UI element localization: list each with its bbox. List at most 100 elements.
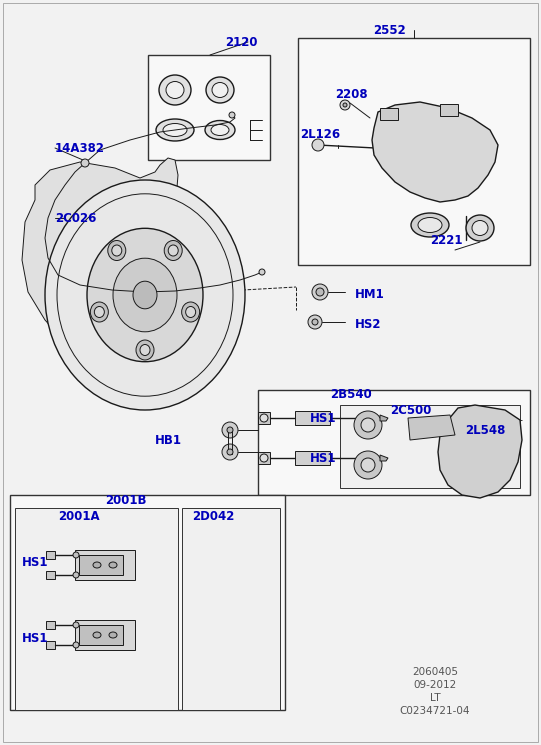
Circle shape: [312, 319, 318, 325]
Polygon shape: [380, 455, 388, 461]
Text: 2208: 2208: [335, 89, 368, 101]
Circle shape: [73, 572, 79, 578]
Text: HS2: HS2: [355, 319, 381, 332]
Circle shape: [361, 418, 375, 432]
Circle shape: [222, 422, 238, 438]
Bar: [148, 55, 270, 160]
Circle shape: [260, 414, 268, 422]
Bar: [258, 412, 270, 424]
Bar: [228, 428, 232, 454]
Bar: [46, 621, 55, 629]
Bar: [440, 104, 458, 116]
Circle shape: [259, 269, 265, 275]
Circle shape: [227, 427, 233, 433]
Text: 2D042: 2D042: [192, 510, 234, 522]
Text: 2C500: 2C500: [390, 404, 431, 416]
Ellipse shape: [182, 302, 200, 322]
Bar: [75, 550, 135, 580]
Ellipse shape: [212, 83, 228, 98]
Text: 2060405: 2060405: [412, 667, 458, 677]
Polygon shape: [438, 405, 522, 498]
Text: HM1: HM1: [355, 288, 385, 302]
Ellipse shape: [205, 121, 235, 139]
Text: 2C026: 2C026: [55, 212, 96, 224]
Circle shape: [312, 139, 324, 151]
Text: 2L548: 2L548: [465, 423, 505, 437]
Ellipse shape: [140, 344, 150, 355]
Bar: [79, 625, 123, 645]
Circle shape: [73, 642, 79, 648]
Bar: [380, 108, 398, 120]
Text: 2001B: 2001B: [105, 493, 147, 507]
Bar: [298, 38, 530, 265]
Circle shape: [316, 288, 324, 296]
Ellipse shape: [45, 180, 245, 410]
Ellipse shape: [411, 213, 449, 237]
Bar: [340, 405, 520, 488]
Ellipse shape: [90, 302, 108, 322]
Text: 2221: 2221: [430, 233, 463, 247]
Bar: [182, 508, 280, 710]
Text: HS1: HS1: [310, 411, 337, 425]
Ellipse shape: [156, 119, 194, 141]
Bar: [258, 390, 530, 495]
Polygon shape: [372, 102, 498, 202]
Polygon shape: [380, 415, 388, 421]
Ellipse shape: [109, 562, 117, 568]
Bar: [46, 641, 55, 649]
Ellipse shape: [159, 75, 191, 105]
Circle shape: [73, 552, 79, 558]
Ellipse shape: [466, 215, 494, 241]
Circle shape: [343, 103, 347, 107]
Ellipse shape: [93, 562, 101, 568]
Bar: [46, 551, 55, 559]
Text: 2552: 2552: [373, 24, 406, 37]
Polygon shape: [22, 158, 178, 392]
Circle shape: [229, 112, 235, 118]
Bar: [75, 620, 135, 650]
Ellipse shape: [472, 221, 488, 235]
Circle shape: [308, 315, 322, 329]
Ellipse shape: [133, 281, 157, 308]
Bar: [46, 571, 55, 579]
Text: HS1: HS1: [22, 632, 49, 644]
Ellipse shape: [168, 245, 178, 256]
Bar: [258, 452, 270, 464]
Ellipse shape: [186, 306, 196, 317]
Ellipse shape: [163, 124, 187, 136]
Ellipse shape: [418, 218, 442, 232]
Ellipse shape: [164, 241, 182, 261]
Text: 09-2012: 09-2012: [413, 680, 457, 690]
Ellipse shape: [113, 259, 177, 332]
Circle shape: [73, 622, 79, 628]
Text: 2120: 2120: [225, 36, 258, 48]
Ellipse shape: [94, 306, 104, 317]
Circle shape: [227, 449, 233, 455]
Ellipse shape: [112, 245, 122, 256]
Polygon shape: [408, 415, 455, 440]
Text: LT: LT: [430, 693, 440, 703]
Circle shape: [260, 454, 268, 462]
Ellipse shape: [93, 632, 101, 638]
Bar: [15, 508, 178, 710]
Ellipse shape: [206, 77, 234, 103]
Bar: [79, 555, 123, 575]
Ellipse shape: [87, 228, 203, 362]
Text: 2L126: 2L126: [300, 128, 340, 142]
Circle shape: [81, 159, 89, 167]
Text: HB1: HB1: [155, 434, 182, 446]
Circle shape: [354, 451, 382, 479]
Bar: [10, 495, 285, 710]
Text: HS1: HS1: [22, 557, 49, 569]
Circle shape: [222, 444, 238, 460]
Circle shape: [340, 100, 350, 110]
Ellipse shape: [136, 340, 154, 360]
Text: 2B540: 2B540: [330, 388, 372, 402]
Bar: [295, 411, 330, 425]
Circle shape: [354, 411, 382, 439]
Ellipse shape: [109, 632, 117, 638]
Text: 14A382: 14A382: [55, 142, 105, 154]
Text: 2001A: 2001A: [58, 510, 100, 522]
Circle shape: [312, 284, 328, 300]
Ellipse shape: [166, 81, 184, 98]
